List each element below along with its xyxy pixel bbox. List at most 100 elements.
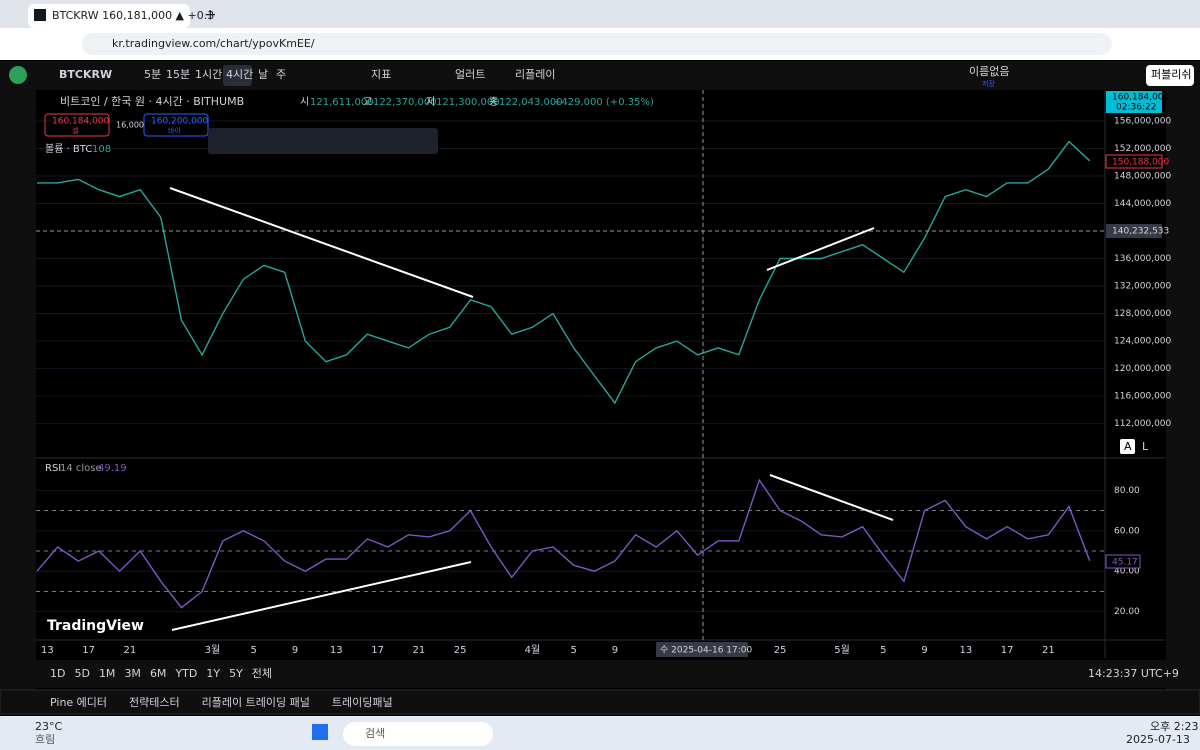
new-tab[interactable]: +	[204, 6, 217, 24]
url-field[interactable]	[82, 33, 1112, 55]
x-tick-label: 21	[412, 645, 425, 656]
interval[interactable]: 5분	[144, 68, 161, 81]
rsi-params: 14 close	[60, 463, 102, 474]
toolbar	[0, 61, 1200, 90]
rsi-last: 45.17	[1112, 558, 1138, 568]
tab[interactable]	[28, 4, 190, 28]
y-tick-label: 40.00	[1114, 567, 1140, 577]
trend-line[interactable]	[171, 561, 472, 631]
interval[interactable]: 1시간	[195, 68, 222, 81]
buy-button[interactable]	[143, 113, 209, 137]
trend-line[interactable]	[766, 227, 875, 271]
tabs: Pine 에디터 전략테스터 리플레이 트레이딩 패널 트레이딩패널	[50, 696, 393, 709]
ohlc-key: 고	[363, 97, 372, 108]
range-button[interactable]: 1D	[50, 667, 65, 680]
publish-button[interactable]	[1146, 65, 1194, 86]
range-button[interactable]: 1M	[99, 667, 116, 680]
sell-price[interactable]: 160,184,000	[52, 117, 110, 127]
publish[interactable]: 퍼블리쉬	[1151, 68, 1191, 81]
right-toolbar	[1166, 90, 1200, 710]
ohlc-key: 종	[489, 96, 498, 108]
x-tick-label: 9	[612, 645, 618, 656]
legend-title: 비트코인 / 한국 원 · 4시간 · BITHUMB	[60, 95, 244, 108]
sell-label[interactable]: 셀	[72, 127, 78, 135]
y-tick-label: 156,000,000	[1114, 116, 1172, 126]
range-button[interactable]: 5D	[74, 667, 89, 680]
series-line	[37, 140, 1091, 405]
rsi-last-box	[1105, 554, 1141, 569]
plot: 156,000,000 152,000,000 148,000,000 144,000…	[36, 116, 1172, 656]
spread: 16,000	[116, 121, 144, 130]
x-tick-label: 17	[371, 645, 384, 656]
prev-close: 150,188,000	[1112, 158, 1170, 168]
range-button[interactable]: 3M	[124, 667, 141, 680]
range-button[interactable]: 1Y	[206, 667, 220, 680]
panel-tab[interactable]: 리플레이 트레이딩 패널	[202, 696, 310, 709]
range-button[interactable]: 5Y	[229, 667, 243, 680]
panel-tab[interactable]: 트레이딩패널	[332, 696, 393, 709]
y-tick-label: 144,000,000	[1114, 199, 1172, 209]
auto[interactable]: A	[1124, 440, 1132, 453]
y-tick-label: 60.00	[1114, 526, 1140, 536]
interval[interactable]: 주	[276, 68, 286, 81]
range-button[interactable]: YTD	[174, 667, 197, 680]
indicators[interactable]: 지표	[371, 68, 391, 81]
taskbar	[0, 716, 1200, 750]
weather: 흐림	[35, 733, 55, 746]
buy-price[interactable]: 160,200,000	[151, 117, 209, 127]
alert[interactable]: 얼러트	[455, 67, 485, 81]
last-price-box	[1106, 91, 1162, 113]
rsi-label: RSI	[45, 463, 61, 474]
range-button[interactable]: 전체	[252, 667, 272, 680]
crosshair-time-box	[656, 642, 748, 657]
trend-line[interactable]	[769, 474, 894, 521]
buy-label[interactable]: 바이	[168, 126, 181, 135]
left-toolbar	[0, 90, 36, 710]
y-tick-label: 116,000,000	[1114, 392, 1172, 402]
search-box[interactable]	[343, 722, 493, 746]
x-tick-label: 13	[330, 645, 343, 656]
log[interactable]: L	[1142, 440, 1149, 453]
x-tick-label: 5월	[834, 644, 850, 656]
volume-value: 108	[92, 144, 111, 155]
ohlc-key: 저	[426, 96, 435, 108]
panel-tab[interactable]: 전략테스터	[129, 696, 180, 709]
y-tick-label: 128,000,000	[1114, 309, 1172, 319]
url[interactable]: kr.tradingview.com/chart/ypovKmEE/	[112, 37, 315, 50]
panel-tab[interactable]: Pine 에디터	[50, 696, 107, 709]
last-price: 160,184,000	[1112, 93, 1170, 103]
x-tick-label: 17	[82, 645, 95, 656]
ohlc-value: 121,611,000	[310, 97, 374, 108]
crosshair-time: 수 2025-04-16 17:00	[660, 645, 753, 656]
range-button[interactable]: 6M	[150, 667, 167, 680]
search[interactable]: 검색	[365, 727, 385, 740]
trend-line[interactable]	[169, 187, 474, 298]
interval[interactable]: 날	[258, 68, 268, 81]
x-tick-label: 21	[124, 645, 137, 656]
ohlc-key: 시	[300, 96, 309, 108]
layout-name[interactable]: 이름없음	[969, 65, 1009, 78]
start-button[interactable]	[312, 724, 328, 740]
trend-lines	[169, 187, 894, 631]
volume-label: 볼륨 · BTC	[45, 143, 92, 155]
x-tick-label: 13	[41, 645, 54, 656]
logo: TradingView	[47, 618, 144, 634]
x-tick-label: 13	[959, 645, 972, 656]
y-tick-label: 120,000,000	[1114, 364, 1172, 374]
sell-button[interactable]	[44, 113, 110, 137]
replay[interactable]: 리플레이	[515, 68, 555, 81]
time: 오후 2:23	[1150, 720, 1198, 733]
symbol[interactable]: BTCKRW	[59, 68, 112, 81]
crosshair-price: 140,232,533	[1112, 227, 1169, 237]
interval[interactable]: 4시간	[226, 68, 253, 81]
ohlc-value: 122,043,000	[499, 97, 563, 108]
y-tick-label: 112,000,000	[1114, 419, 1172, 429]
interval-active	[223, 65, 252, 86]
date: 2025-07-13	[1126, 733, 1190, 746]
crosshair-price-box	[1106, 224, 1162, 238]
auto-button[interactable]	[1120, 439, 1135, 454]
interval[interactable]: 15분	[166, 68, 190, 81]
avatar[interactable]	[9, 66, 27, 84]
